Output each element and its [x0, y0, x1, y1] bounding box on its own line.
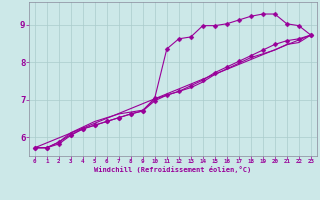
X-axis label: Windchill (Refroidissement éolien,°C): Windchill (Refroidissement éolien,°C) — [94, 166, 252, 173]
